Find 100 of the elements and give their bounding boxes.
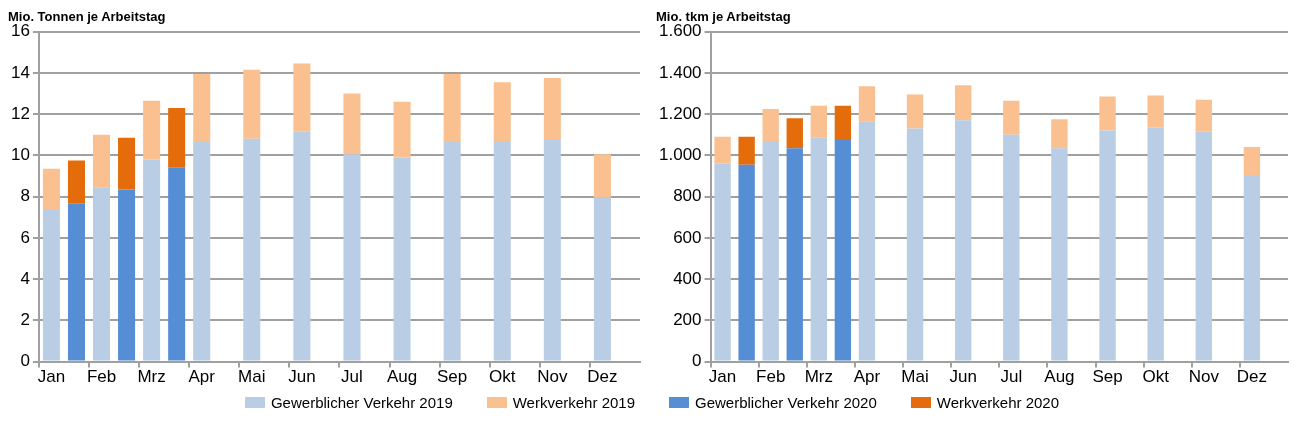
y-tick-label: 800 [673, 186, 702, 206]
bar [858, 121, 876, 361]
legend-label: Gewerblicher Verkehr 2020 [695, 394, 877, 411]
x-tick-label: Mai [901, 367, 929, 387]
x-tick-label: Jun [288, 367, 316, 387]
x-tick-label: Jan [37, 367, 66, 387]
bar [118, 137, 136, 190]
bar [543, 78, 561, 140]
bar [293, 131, 311, 361]
x-tick-label: Okt [1142, 367, 1170, 387]
bar [593, 197, 611, 361]
bar [443, 141, 461, 361]
bar [443, 73, 461, 142]
bar [343, 93, 361, 155]
bar [168, 107, 186, 168]
y-tick-label: 10 [10, 145, 30, 165]
y-tick-label: 1.000 [658, 145, 702, 165]
x-tick-label: Mrz [137, 367, 166, 387]
bar [67, 203, 85, 361]
legend-label: Werkverkehr 2020 [936, 394, 1060, 411]
x-tick-label: Apr [853, 367, 881, 387]
bar [193, 140, 211, 361]
bar [1099, 130, 1116, 361]
bar [906, 94, 924, 129]
bar [143, 100, 161, 160]
bar [343, 154, 361, 361]
y-tick-label: 0 [692, 351, 702, 371]
x-tick-label: Feb [756, 367, 786, 387]
y-tick-label: 1.200 [658, 103, 702, 123]
x-tick-label: Mrz [804, 367, 833, 387]
y-tick-label: 8 [20, 186, 30, 206]
y-tick-label: 200 [673, 310, 702, 330]
bar [543, 139, 561, 361]
bar [810, 105, 827, 138]
bar [93, 134, 111, 188]
bar [168, 167, 186, 361]
bar [493, 82, 511, 141]
y-tick-label: 12 [10, 103, 30, 123]
bar [593, 154, 611, 198]
bar [293, 63, 311, 132]
bar [118, 189, 136, 361]
bar [834, 105, 852, 140]
x-tick-label: Nov [1188, 367, 1220, 387]
x-tick-label: Mai [238, 367, 266, 387]
bar [786, 148, 803, 361]
y-tick-label: 14 [10, 62, 30, 82]
bar [762, 108, 779, 141]
bar [93, 187, 111, 361]
x-tick-label: Dez [1236, 367, 1268, 387]
bar [1243, 174, 1261, 361]
y-tick-label: 2 [20, 310, 30, 330]
x-tick-label: Sep [437, 367, 468, 387]
bar [1195, 99, 1212, 132]
bar [738, 136, 755, 165]
bar [393, 101, 411, 158]
bar [714, 136, 731, 164]
bar [1003, 134, 1020, 361]
bar [810, 137, 827, 361]
bar [493, 140, 511, 361]
bar [243, 138, 261, 361]
bar [762, 140, 779, 361]
x-tick-label: Jun [949, 367, 977, 387]
bar [193, 73, 211, 141]
legend-label: Gewerblicher Verkehr 2019 [270, 394, 453, 411]
x-tick-label: Apr [188, 367, 216, 387]
bar [1243, 147, 1261, 175]
bar [834, 139, 852, 361]
x-tick-label: Jan [708, 367, 737, 387]
bar [738, 164, 755, 361]
bar [42, 210, 60, 361]
bar [1195, 131, 1212, 361]
y-tick-label: 1.400 [658, 62, 702, 82]
legend-label: Werkverkehr 2019 [512, 394, 635, 411]
y-tick-label: 400 [673, 268, 702, 288]
x-tick-label: Okt [489, 367, 516, 387]
y-tick-label: 0 [20, 351, 30, 371]
bar [42, 168, 60, 211]
bar [858, 86, 876, 122]
bar [786, 118, 803, 149]
x-tick-label: Feb [86, 367, 117, 387]
x-tick-label: Nov [537, 367, 568, 387]
bar [393, 157, 411, 361]
bar [67, 160, 85, 204]
bar [955, 120, 972, 361]
y-tick-label: 6 [20, 227, 30, 247]
x-tick-label: Aug [1044, 367, 1075, 387]
y-tick-label: 4 [20, 268, 30, 288]
x-tick-label: Jul [1000, 367, 1023, 387]
bar [143, 159, 161, 361]
bar [1051, 119, 1068, 149]
bar [1147, 95, 1164, 128]
bar [714, 163, 731, 361]
x-tick-label: Aug [386, 367, 418, 387]
y-tick-label: 600 [673, 227, 702, 247]
bar [906, 128, 924, 361]
x-tick-label: Dez [587, 367, 618, 387]
bar [243, 69, 261, 139]
x-tick-label: Jul [341, 367, 363, 387]
bar [955, 85, 972, 121]
bar [1003, 100, 1020, 135]
